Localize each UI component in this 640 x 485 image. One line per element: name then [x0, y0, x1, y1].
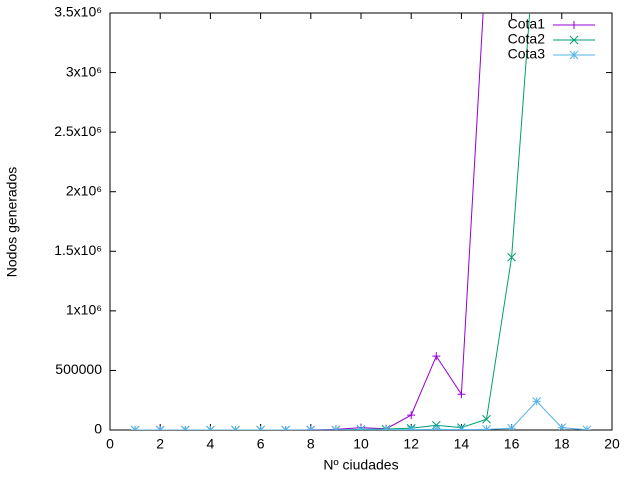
point-marker — [356, 425, 366, 430]
legend-marker — [570, 21, 578, 29]
y-tick-label: 2.5x10⁶ — [54, 123, 102, 139]
x-tick-label: 8 — [307, 436, 315, 452]
point-marker — [482, 425, 491, 430]
point-marker — [407, 411, 416, 420]
series-line — [135, 13, 531, 430]
x-tick-label: 10 — [353, 436, 369, 452]
point-marker — [507, 423, 516, 430]
point-marker — [406, 425, 416, 430]
legend-label: Cota3 — [508, 46, 546, 62]
point-marker — [130, 425, 140, 430]
y-tick-label: 3.5x10⁶ — [54, 4, 102, 20]
point-marker — [381, 425, 391, 430]
y-tick-label: 500000 — [55, 361, 102, 377]
x-tick-label: 0 — [106, 436, 114, 452]
point-marker — [557, 423, 567, 430]
legend-label: Cota2 — [508, 31, 546, 47]
y-tick-label: 1.5x10⁶ — [54, 242, 102, 258]
y-tick-label: 2x10⁶ — [66, 182, 102, 198]
point-marker — [507, 252, 516, 262]
point-marker — [457, 425, 466, 430]
point-marker — [582, 425, 592, 430]
x-tick-label: 4 — [207, 436, 215, 452]
point-marker — [206, 425, 215, 430]
y-tick-label: 1x10⁶ — [66, 302, 102, 318]
legend-label: Cota1 — [508, 16, 546, 32]
x-tick-label: 18 — [554, 436, 570, 452]
point-marker — [457, 390, 466, 399]
point-marker — [331, 425, 341, 430]
point-marker — [306, 425, 316, 430]
point-marker — [281, 425, 291, 430]
point-marker — [532, 397, 542, 406]
x-tick-label: 12 — [403, 436, 419, 452]
series-line — [135, 13, 484, 430]
legend-marker — [569, 50, 579, 60]
point-marker — [482, 414, 491, 424]
x-axis-label: Nº ciudades — [323, 457, 398, 473]
plot-border — [109, 12, 613, 431]
x-tick-label: 20 — [604, 436, 620, 452]
point-marker — [431, 420, 441, 430]
point-marker — [155, 425, 165, 430]
legend-marker — [569, 35, 579, 45]
y-tick-label: 0 — [94, 421, 102, 437]
point-marker — [431, 425, 441, 430]
x-tick-label: 14 — [454, 436, 470, 452]
point-marker — [256, 425, 265, 430]
y-axis-label: Nodos generados — [4, 167, 20, 278]
y-tick-label: 3x10⁶ — [66, 63, 102, 79]
point-marker — [231, 425, 240, 430]
x-tick-label: 6 — [257, 436, 265, 452]
point-marker — [180, 425, 190, 430]
x-tick-label: 16 — [504, 436, 520, 452]
x-tick-label: 2 — [156, 436, 164, 452]
point-marker — [432, 352, 441, 361]
plot-area — [130, 13, 592, 430]
